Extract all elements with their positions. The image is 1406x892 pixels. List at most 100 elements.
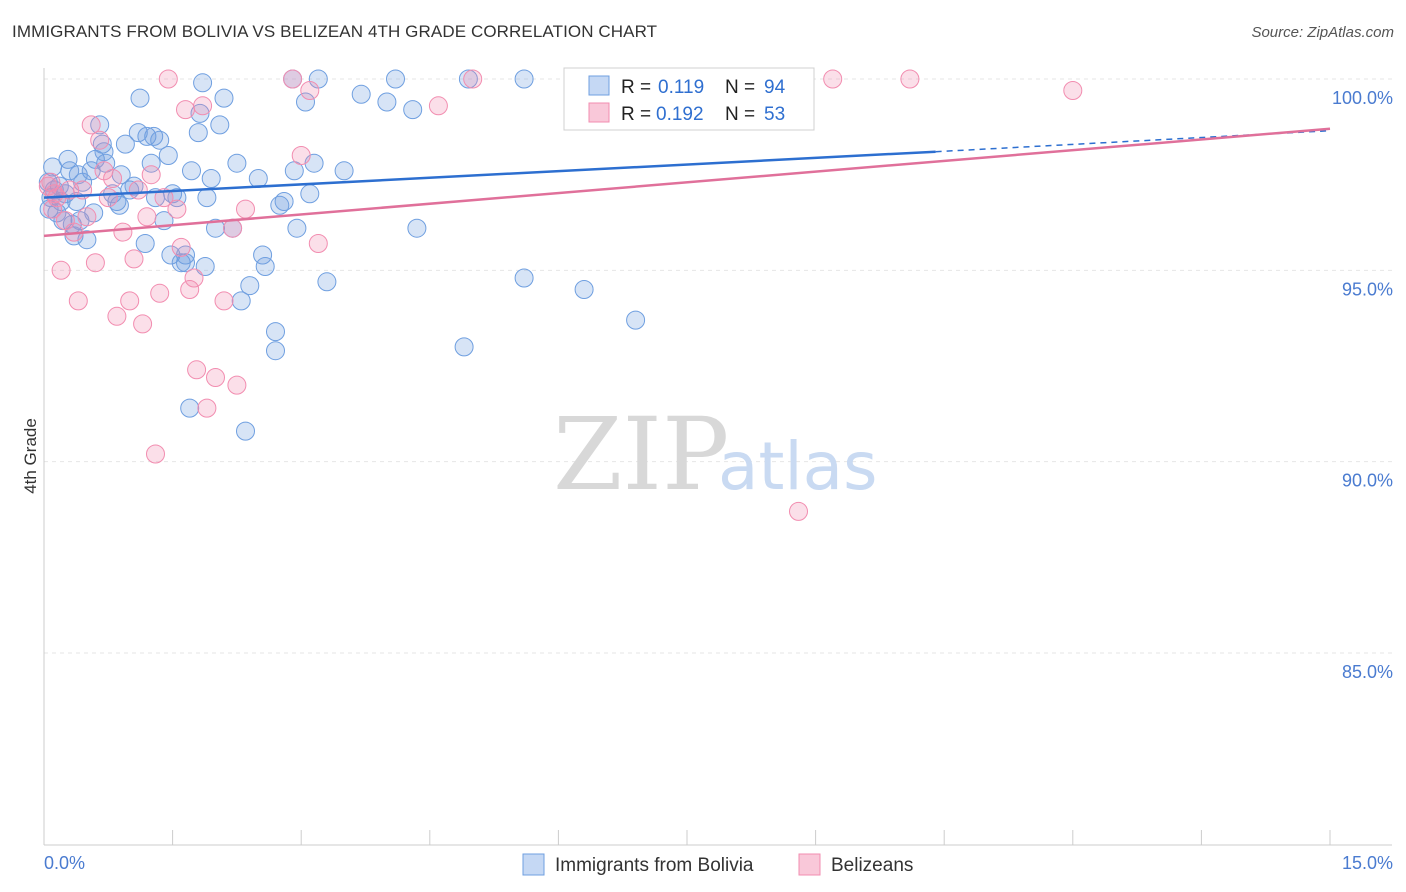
point-belizeans bbox=[43, 199, 63, 219]
point-bolivia bbox=[574, 280, 594, 299]
legend: Immigrants from Bolivia Belizeans bbox=[522, 853, 913, 876]
trend-lines bbox=[43, 127, 1331, 238]
point-bolivia bbox=[141, 153, 161, 173]
stats-r-label-belizeans: R = bbox=[621, 104, 651, 125]
point-belizeans bbox=[41, 172, 61, 192]
point-belizeans bbox=[85, 253, 105, 273]
point-bolivia bbox=[201, 169, 221, 188]
point-bolivia bbox=[214, 88, 234, 108]
legend-swatch-bolivia[interactable] bbox=[522, 853, 545, 876]
stats-n-value-belizeans: 53 bbox=[764, 104, 785, 125]
point-belizeans bbox=[180, 280, 200, 299]
point-bolivia bbox=[182, 161, 201, 181]
y-tick-label: 100.0% bbox=[1332, 88, 1393, 108]
point-belizeans bbox=[197, 398, 217, 418]
point-belizeans bbox=[98, 188, 118, 208]
point-bolivia bbox=[227, 153, 247, 173]
series-belizeans-points bbox=[38, 69, 1083, 521]
stats-n-value-bolivia: 94 bbox=[764, 77, 786, 98]
point-belizeans bbox=[283, 69, 303, 89]
point-bolivia bbox=[626, 310, 646, 330]
point-bolivia bbox=[135, 234, 155, 253]
point-belizeans bbox=[51, 260, 71, 280]
point-bolivia bbox=[255, 257, 275, 276]
point-belizeans bbox=[107, 306, 127, 326]
point-belizeans bbox=[236, 199, 255, 219]
point-bolivia bbox=[167, 188, 187, 208]
point-bolivia bbox=[266, 322, 285, 342]
legend-label-bolivia[interactable]: Immigrants from Bolivia bbox=[555, 855, 754, 876]
point-bolivia bbox=[287, 218, 307, 238]
point-bolivia bbox=[115, 134, 135, 154]
point-belizeans bbox=[1063, 81, 1083, 100]
point-belizeans bbox=[103, 169, 123, 188]
point-bolivia bbox=[454, 337, 474, 357]
stats-r-value-belizeans: 0.192 bbox=[656, 104, 704, 125]
point-belizeans bbox=[154, 188, 174, 208]
point-bolivia bbox=[236, 421, 255, 441]
point-bolivia bbox=[248, 169, 268, 188]
trend-line-bolivia bbox=[43, 150, 936, 199]
point-belizeans bbox=[214, 291, 234, 311]
point-belizeans bbox=[146, 444, 165, 464]
point-belizeans bbox=[133, 314, 153, 334]
stats-r-value-bolivia: 0.119 bbox=[658, 77, 704, 98]
chart-title: IMMIGRANTS FROM BOLIVIA VS BELIZEAN 4TH … bbox=[12, 22, 658, 41]
point-belizeans bbox=[227, 375, 247, 395]
y-axis-label: 4th Grade bbox=[21, 418, 40, 494]
point-belizeans bbox=[77, 207, 97, 227]
point-bolivia bbox=[266, 341, 285, 361]
point-bolivia bbox=[137, 126, 157, 146]
point-belizeans bbox=[44, 184, 64, 204]
x-tick-label: 15.0% bbox=[1342, 853, 1393, 873]
stats-r-label-bolivia: R = bbox=[621, 77, 651, 98]
point-bolivia bbox=[403, 100, 423, 120]
point-belizeans bbox=[141, 165, 161, 185]
legend-label-belizeans[interactable]: Belizeans bbox=[831, 855, 913, 876]
point-belizeans bbox=[150, 283, 170, 303]
trend-line-belizeans bbox=[43, 127, 1331, 238]
point-belizeans bbox=[60, 180, 80, 200]
point-bolivia bbox=[176, 253, 195, 273]
point-bolivia bbox=[109, 195, 129, 215]
point-belizeans bbox=[187, 360, 207, 380]
point-belizeans bbox=[823, 69, 843, 89]
watermark: ZIP atlas bbox=[553, 396, 878, 513]
x-tick-labels: 0.0% 15.0% bbox=[44, 853, 1393, 873]
point-bolivia bbox=[514, 69, 534, 89]
point-belizeans bbox=[900, 69, 920, 89]
point-belizeans bbox=[308, 234, 328, 253]
y-tick-label: 90.0% bbox=[1342, 471, 1393, 491]
point-belizeans bbox=[171, 237, 191, 257]
point-belizeans bbox=[124, 249, 144, 269]
point-belizeans bbox=[120, 291, 140, 311]
legend-swatch-belizeans[interactable] bbox=[798, 853, 821, 876]
point-belizeans bbox=[68, 291, 88, 311]
point-belizeans bbox=[137, 207, 157, 227]
point-bolivia bbox=[300, 184, 320, 204]
point-belizeans bbox=[463, 69, 483, 89]
x-tick-label: 0.0% bbox=[44, 853, 85, 873]
point-bolivia bbox=[253, 245, 273, 265]
point-belizeans bbox=[193, 96, 213, 116]
point-bolivia bbox=[158, 146, 178, 165]
point-belizeans bbox=[90, 130, 110, 150]
point-bolivia bbox=[317, 272, 337, 292]
point-belizeans bbox=[206, 368, 225, 387]
point-belizeans bbox=[300, 81, 320, 100]
point-bolivia bbox=[130, 88, 150, 108]
point-bolivia bbox=[231, 291, 251, 311]
point-bolivia bbox=[210, 115, 230, 135]
point-bolivia bbox=[190, 103, 210, 123]
point-belizeans bbox=[789, 501, 808, 521]
point-bolivia bbox=[514, 268, 534, 288]
point-belizeans bbox=[291, 146, 311, 165]
watermark-zip: ZIP bbox=[553, 396, 729, 513]
watermark-atlas: atlas bbox=[718, 428, 878, 505]
point-belizeans bbox=[167, 199, 187, 219]
point-bolivia bbox=[150, 130, 170, 150]
stats-swatch-belizeans bbox=[588, 102, 610, 123]
point-bolivia bbox=[197, 188, 217, 208]
point-bolivia bbox=[188, 123, 208, 143]
x-ticks bbox=[43, 830, 1331, 845]
